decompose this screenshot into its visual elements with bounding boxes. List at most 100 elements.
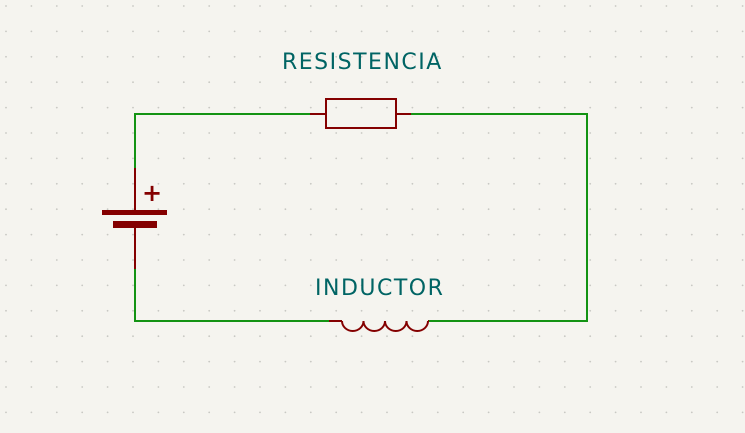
grid-dot — [30, 284, 33, 287]
grid-dot — [589, 208, 592, 211]
grid-dot — [208, 81, 211, 84]
grid-dot — [30, 360, 33, 363]
grid-dot — [538, 5, 541, 7]
grid-dot — [563, 233, 566, 236]
grid-dot — [436, 157, 439, 160]
grid-dot — [513, 157, 515, 160]
grid-dot — [614, 259, 617, 261]
grid-dot — [716, 360, 719, 363]
grid-dot — [411, 55, 414, 58]
grid-dot — [309, 233, 312, 236]
grid-dot — [386, 106, 388, 109]
grid-dot — [5, 360, 7, 363]
grid-dot — [5, 208, 7, 211]
grid-dot — [30, 309, 33, 312]
grid-dot — [182, 309, 185, 312]
grid-dot — [589, 106, 592, 109]
wires — [134, 113, 588, 322]
grid-dot — [284, 30, 287, 33]
grid-dot — [386, 81, 388, 84]
grid-dot — [360, 284, 363, 287]
battery-icon[interactable] — [102, 168, 167, 269]
grid-dot — [411, 360, 414, 363]
grid-dot — [182, 106, 185, 109]
grid-dot — [55, 386, 58, 388]
grid-dot — [589, 81, 592, 84]
grid-dot — [563, 81, 566, 84]
grid-dot — [462, 259, 465, 261]
grid-dot — [411, 81, 414, 84]
grid-dot — [487, 106, 490, 109]
grid-dot — [665, 259, 668, 261]
grid-dot — [360, 335, 363, 338]
grid-dot — [716, 309, 719, 312]
grid-dot — [157, 411, 160, 414]
grid-dot — [81, 411, 84, 414]
grid-dot — [233, 411, 236, 414]
grid-dot — [716, 157, 719, 160]
grid-dot — [259, 335, 261, 338]
grid-dot — [589, 132, 592, 134]
resistor-icon[interactable] — [310, 98, 411, 129]
grid-dot — [513, 309, 515, 312]
grid-dot — [360, 360, 363, 363]
grid-dot — [411, 30, 414, 33]
grid-dot — [208, 386, 211, 388]
grid-dot — [335, 233, 338, 236]
grid-dot — [259, 411, 261, 414]
grid-dot — [436, 284, 439, 287]
grid-dot — [563, 182, 566, 185]
grid-dot — [462, 208, 465, 211]
grid-dot — [411, 309, 414, 312]
grid-dot — [335, 259, 338, 261]
grid-dot — [741, 208, 744, 211]
grid-dot — [233, 81, 236, 84]
inductor-label[interactable]: INDUCTOR — [315, 276, 444, 301]
grid-dot — [589, 30, 592, 33]
grid-dot — [690, 284, 693, 287]
grid-dot — [81, 309, 84, 312]
grid-dot — [208, 208, 211, 211]
grid-dot — [335, 208, 338, 211]
grid-dot — [665, 360, 668, 363]
grid-dot — [513, 411, 515, 414]
grid-dot — [614, 386, 617, 388]
grid-dot — [614, 233, 617, 236]
grid-dot — [563, 208, 566, 211]
grid-dot — [386, 182, 388, 185]
wire-top-right[interactable] — [411, 113, 588, 322]
grid-dot — [208, 360, 211, 363]
grid-dot — [5, 386, 7, 388]
grid-dot — [665, 335, 668, 338]
grid-dot — [259, 309, 261, 312]
grid-dot — [182, 81, 185, 84]
grid-dot — [30, 5, 33, 7]
grid-dot — [106, 411, 109, 414]
grid-dot — [538, 335, 541, 338]
grid-dot — [665, 5, 668, 7]
grid-dot — [55, 309, 58, 312]
grid-dot — [30, 208, 33, 211]
grid-dot — [513, 360, 515, 363]
wire-bottom-left[interactable] — [134, 269, 329, 322]
grid-dot — [55, 360, 58, 363]
grid-dot — [487, 132, 490, 134]
grid-dot — [665, 386, 668, 388]
grid-dot — [335, 30, 338, 33]
grid-dot — [665, 30, 668, 33]
grid-dot — [360, 106, 363, 109]
grid-dot — [563, 309, 566, 312]
grid-dot — [30, 233, 33, 236]
grid-dot — [690, 360, 693, 363]
inductor-icon[interactable] — [329, 320, 429, 332]
grid-dot — [335, 157, 338, 160]
grid-dot — [132, 411, 134, 414]
grid-dot — [106, 309, 109, 312]
grid-dot — [462, 309, 465, 312]
grid-dot — [335, 360, 338, 363]
wire-top-left[interactable] — [134, 113, 310, 168]
resistor-label[interactable]: RESISTENCIA — [282, 50, 443, 75]
grid-dot — [436, 335, 439, 338]
